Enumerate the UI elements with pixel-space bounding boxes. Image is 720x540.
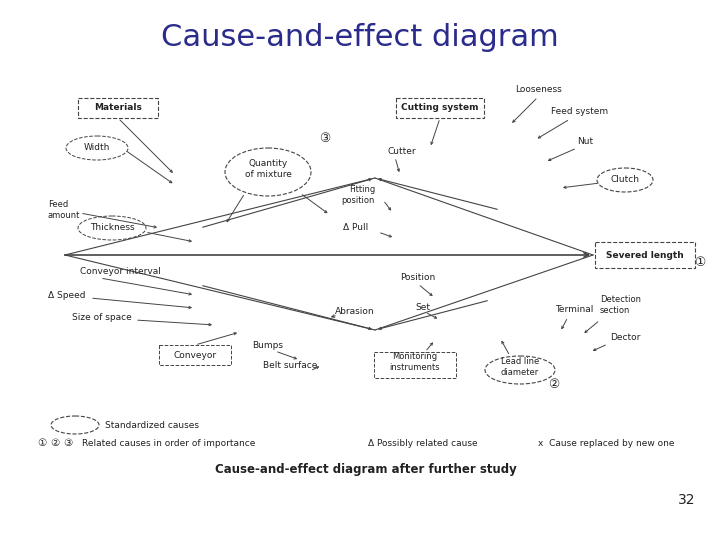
Ellipse shape: [51, 416, 99, 434]
Text: Abrasion: Abrasion: [335, 307, 374, 316]
Text: Materials: Materials: [94, 104, 142, 112]
Ellipse shape: [485, 356, 555, 384]
Text: ②: ②: [50, 438, 60, 448]
Text: Dector: Dector: [610, 334, 640, 342]
Text: Cutting system: Cutting system: [401, 104, 479, 112]
Text: Fitting
position: Fitting position: [341, 185, 375, 205]
Text: Nut: Nut: [577, 138, 593, 146]
Text: Standardized causes: Standardized causes: [105, 421, 199, 429]
Text: Monitoring
instruments: Monitoring instruments: [390, 352, 441, 372]
Text: ③: ③: [63, 438, 73, 448]
Bar: [595, 242, 695, 268]
Bar: [396, 98, 484, 118]
Bar: [159, 345, 231, 365]
Bar: [374, 352, 456, 378]
Text: Δ Possibly related cause: Δ Possibly related cause: [368, 438, 477, 448]
Text: Bumps: Bumps: [253, 341, 284, 349]
Ellipse shape: [78, 216, 146, 240]
Text: Belt surface: Belt surface: [263, 361, 318, 369]
Text: ②: ②: [549, 379, 559, 392]
Text: Feed
amount: Feed amount: [48, 200, 81, 220]
Text: Cutter: Cutter: [388, 147, 417, 157]
Text: x  Cause replaced by new one: x Cause replaced by new one: [538, 438, 675, 448]
Text: Width: Width: [84, 144, 110, 152]
Text: Detection
section: Detection section: [600, 295, 641, 315]
Text: Δ Pull: Δ Pull: [343, 224, 368, 233]
Text: Size of space: Size of space: [72, 314, 132, 322]
Ellipse shape: [597, 168, 653, 192]
Text: Set: Set: [415, 303, 430, 313]
Text: Quantity
of mixture: Quantity of mixture: [245, 159, 292, 179]
Text: Δ Speed: Δ Speed: [48, 291, 86, 300]
Text: Severed length: Severed length: [606, 251, 684, 260]
Text: Related causes in order of importance: Related causes in order of importance: [82, 438, 256, 448]
Text: ③: ③: [320, 132, 330, 145]
Text: Cause-and-effect diagram after further study: Cause-and-effect diagram after further s…: [215, 463, 517, 476]
Text: Conveyor: Conveyor: [174, 350, 217, 360]
Text: Clutch: Clutch: [611, 176, 639, 185]
Text: 32: 32: [678, 493, 695, 507]
Text: Position: Position: [400, 273, 436, 282]
Ellipse shape: [225, 148, 311, 196]
Bar: [78, 98, 158, 118]
Text: Feed system: Feed system: [552, 107, 608, 117]
Text: Conveyor interval: Conveyor interval: [80, 267, 161, 276]
Text: ①: ①: [37, 438, 47, 448]
Text: ①: ①: [694, 256, 706, 269]
Text: Cause-and-effect diagram: Cause-and-effect diagram: [161, 24, 559, 52]
Text: Looseness: Looseness: [515, 85, 562, 94]
Text: Thickness: Thickness: [90, 224, 135, 233]
Ellipse shape: [66, 136, 128, 160]
Text: Terminal: Terminal: [555, 306, 593, 314]
Text: Lead line
diameter: Lead line diameter: [501, 357, 539, 377]
